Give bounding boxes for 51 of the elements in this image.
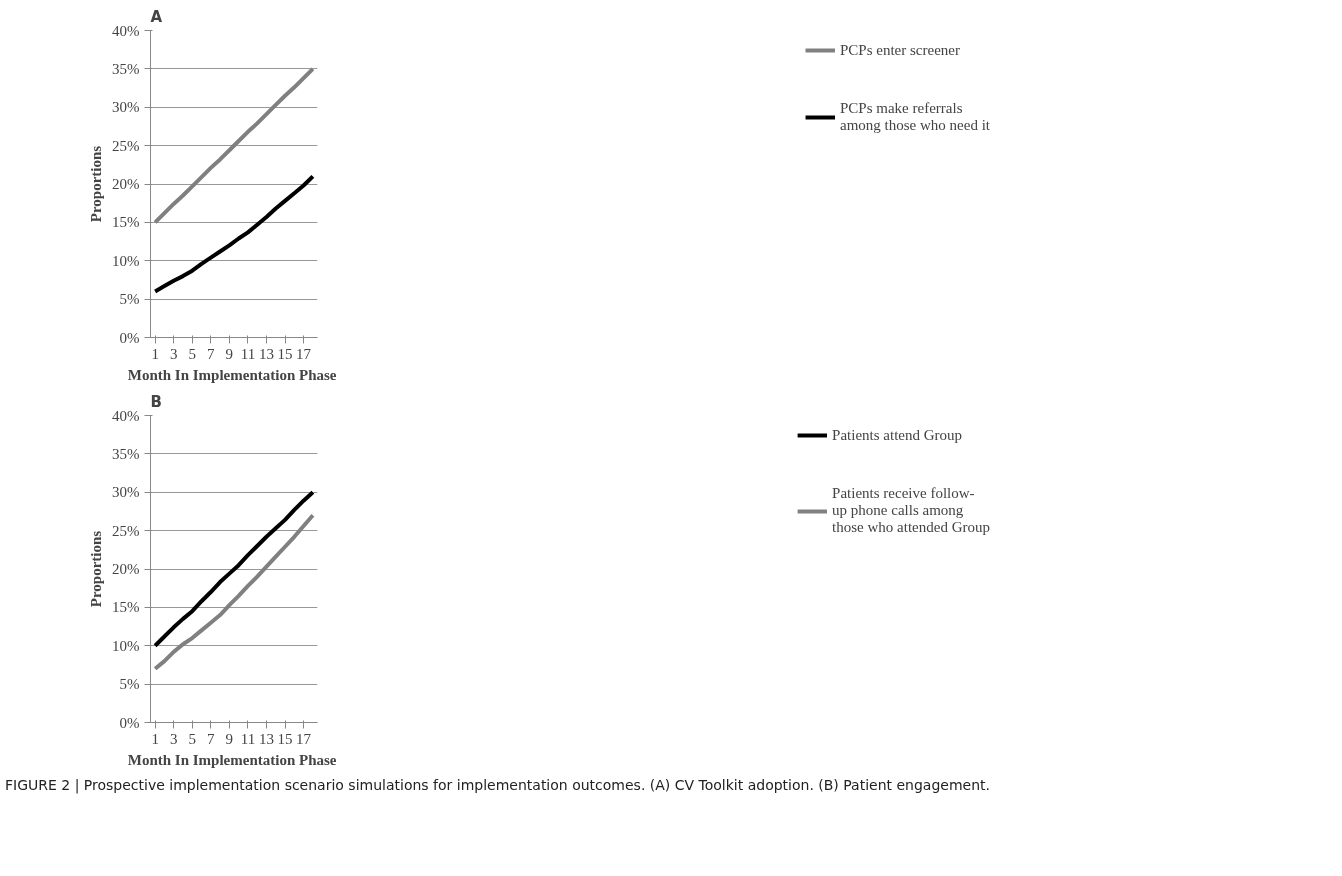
- y-tick-label: 35%: [112, 60, 140, 77]
- x-tick-label: 7: [207, 730, 216, 747]
- x-tick-label: 9: [225, 730, 234, 747]
- line-series: [153, 174, 315, 294]
- y-tick-label: 10%: [112, 252, 140, 269]
- legend-label: Patients receive follow-up phone calls among those who attended Group: [832, 485, 990, 536]
- x-tick-label: 15: [277, 345, 293, 362]
- y-tick-label: 5%: [119, 291, 140, 308]
- legend-label: PCPs make referrals among those who need it: [840, 100, 990, 134]
- y-tick-label: 0%: [119, 714, 140, 731]
- x-tick-label: 7: [207, 345, 216, 362]
- line-series: [153, 490, 315, 648]
- x-tick-label: 1: [151, 345, 159, 362]
- x-tick-label: 5: [188, 730, 196, 747]
- y-tick-label: 10%: [112, 637, 140, 654]
- y-tick-label: 40%: [112, 407, 140, 424]
- x-tick-label: 1: [151, 730, 159, 747]
- legend-label: Patients attend Group: [832, 426, 963, 444]
- x-tick-label: 3: [169, 345, 178, 362]
- x-axis-title: Month In Implementation Phase: [127, 366, 337, 383]
- legend-label: PCPs enter screener: [840, 41, 960, 59]
- y-tick-label: 30%: [112, 99, 140, 116]
- x-tick-label: 9: [225, 345, 234, 362]
- y-axis-title: Proportions: [88, 145, 104, 223]
- x-tick-label: 17: [296, 730, 312, 747]
- x-tick-label: 13: [258, 730, 274, 747]
- y-tick-label: 25%: [112, 137, 140, 154]
- line-series: [153, 513, 315, 671]
- x-tick-label: 3: [169, 730, 178, 747]
- y-tick-label: 0%: [119, 329, 140, 346]
- x-tick-label: 5: [188, 345, 196, 362]
- chart-title: B: [150, 392, 162, 411]
- x-tick-label: 13: [258, 345, 274, 362]
- x-tick-label: 15: [277, 730, 293, 747]
- y-tick-label: 5%: [119, 676, 140, 693]
- y-tick-label: 20%: [112, 176, 140, 192]
- line-series: [153, 66, 315, 225]
- y-tick-label: 15%: [112, 599, 140, 616]
- y-tick-label: 40%: [112, 22, 140, 39]
- x-axis-title: Month In Implementation Phase: [127, 751, 337, 768]
- y-tick-label: 25%: [112, 522, 140, 539]
- y-axis-title: Proportions: [88, 530, 104, 608]
- chart-title: A: [150, 7, 163, 26]
- y-tick-label: 20%: [112, 561, 140, 577]
- caption: FIGURE 2 | Prospective implementation scenario simulations for implementation outcomes. (A) CV Toolkit adoption. (B) Patient engagement.: [5, 776, 990, 795]
- y-tick-label: 30%: [112, 484, 140, 501]
- x-tick-label: 17: [296, 345, 312, 362]
- y-tick-label: 35%: [112, 445, 140, 462]
- y-tick-label: 15%: [112, 214, 140, 231]
- x-tick-label: 11: [240, 730, 256, 747]
- x-tick-label: 11: [240, 345, 256, 362]
